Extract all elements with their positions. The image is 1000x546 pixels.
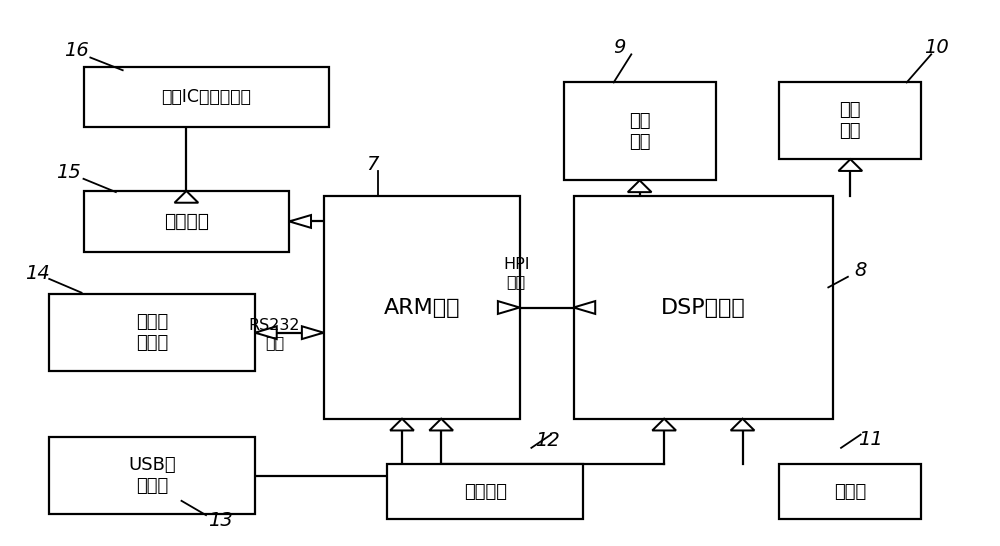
Bar (387, 464, 583, 519)
Text: 10: 10 (924, 39, 948, 57)
Text: 电源模块: 电源模块 (464, 483, 507, 501)
Bar (324, 196, 520, 419)
Polygon shape (838, 159, 862, 171)
Polygon shape (289, 215, 311, 228)
Text: 无线模块: 无线模块 (164, 212, 209, 231)
Bar (779, 82, 921, 159)
Text: DSP处理器: DSP处理器 (661, 298, 746, 318)
Polygon shape (255, 327, 277, 339)
Polygon shape (175, 191, 198, 203)
Text: 12: 12 (535, 431, 559, 450)
Bar (49, 294, 255, 371)
Text: 存储器: 存储器 (834, 483, 866, 501)
Polygon shape (390, 419, 414, 430)
Text: 7: 7 (366, 155, 379, 174)
Polygon shape (731, 419, 754, 430)
Bar (779, 464, 921, 519)
Text: 8: 8 (854, 261, 867, 280)
Polygon shape (628, 180, 652, 192)
Text: 16: 16 (64, 41, 89, 60)
Polygon shape (498, 301, 520, 314)
Bar (49, 437, 255, 514)
Polygon shape (429, 419, 453, 430)
Text: 通信
串口: 通信 串口 (840, 102, 861, 140)
Text: 射频IC卡读写模块: 射频IC卡读写模块 (161, 88, 251, 106)
Text: 9: 9 (613, 39, 626, 57)
Bar (84, 191, 289, 252)
Bar (564, 82, 716, 180)
Polygon shape (302, 327, 324, 339)
Text: 13: 13 (208, 511, 233, 530)
Text: RS232
总线: RS232 总线 (249, 318, 300, 350)
Text: HPI
总线: HPI 总线 (503, 257, 529, 289)
Text: USB控
制模块: USB控 制模块 (128, 456, 176, 495)
Text: 键盘输
入模块: 键盘输 入模块 (136, 313, 168, 352)
Polygon shape (652, 419, 676, 430)
Polygon shape (574, 301, 595, 314)
Text: 14: 14 (25, 264, 50, 283)
Text: 15: 15 (56, 163, 81, 182)
Bar (84, 67, 328, 127)
Text: ARM处理: ARM处理 (383, 298, 460, 318)
Text: 11: 11 (858, 430, 883, 449)
Bar (574, 196, 833, 419)
Text: 识别
电路: 识别 电路 (629, 112, 650, 151)
